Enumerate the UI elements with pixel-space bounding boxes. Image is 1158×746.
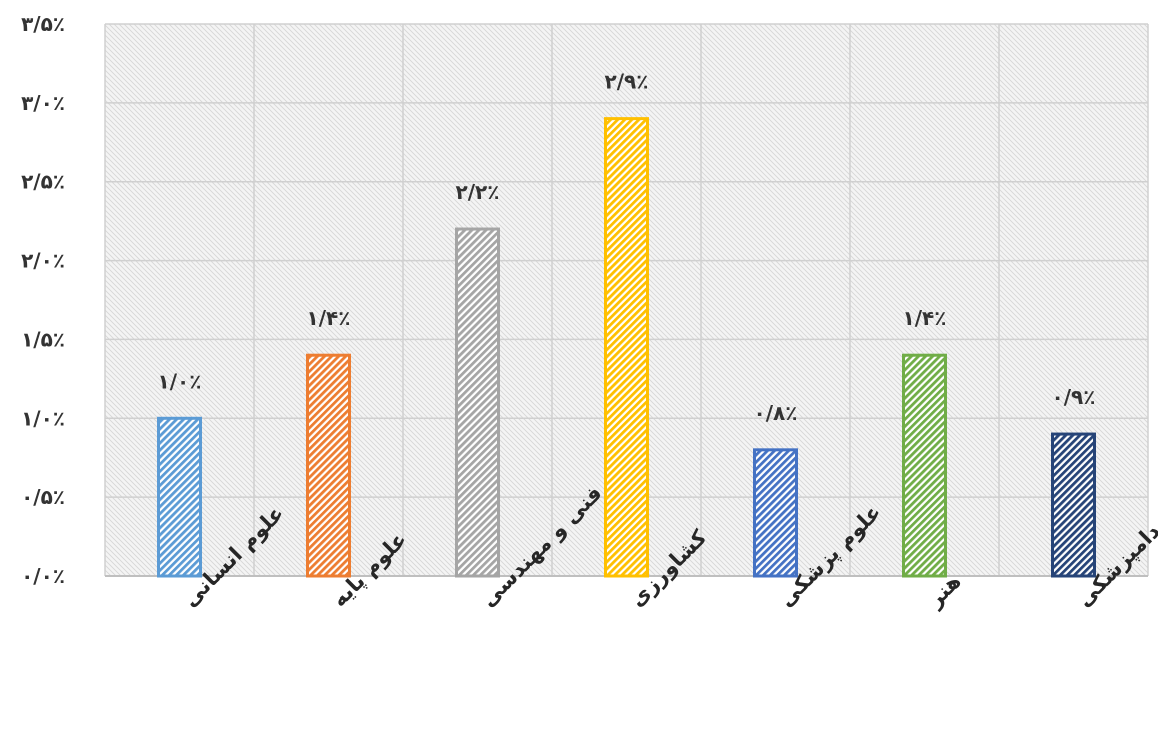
y-tick-label: ۰/۰٪ xyxy=(21,564,65,588)
bar xyxy=(455,227,500,578)
data-label: ۱/۴٪ xyxy=(903,306,947,330)
bar xyxy=(604,117,649,578)
bar xyxy=(1051,432,1096,578)
data-label: ۱/۴٪ xyxy=(307,306,351,330)
y-tick-label: ۰/۵٪ xyxy=(21,485,65,509)
data-label: ۲/۹٪ xyxy=(605,70,649,94)
y-tick-label: ۱/۰٪ xyxy=(21,406,65,430)
data-label: ۰/۹٪ xyxy=(1052,385,1096,409)
y-tick-label: ۲/۵٪ xyxy=(21,170,65,194)
bar xyxy=(753,448,798,578)
data-label: ۰/۸٪ xyxy=(754,401,798,425)
y-tick-label: ۳/۰٪ xyxy=(21,91,65,115)
data-label: ۱/۰٪ xyxy=(158,369,202,393)
bar xyxy=(306,353,351,578)
y-tick-label: ۲/۰٪ xyxy=(21,249,65,273)
plot-area: ۰/۰٪۰/۵٪۱/۰٪۱/۵٪۲/۰٪۲/۵٪۳/۰٪۳/۵٪۱/۰٪علوم… xyxy=(21,12,1158,612)
bar xyxy=(157,416,202,578)
y-tick-label: ۳/۵٪ xyxy=(21,12,65,36)
data-label: ۲/۲٪ xyxy=(456,180,500,204)
y-tick-label: ۱/۵٪ xyxy=(21,327,65,351)
bar xyxy=(902,353,947,578)
